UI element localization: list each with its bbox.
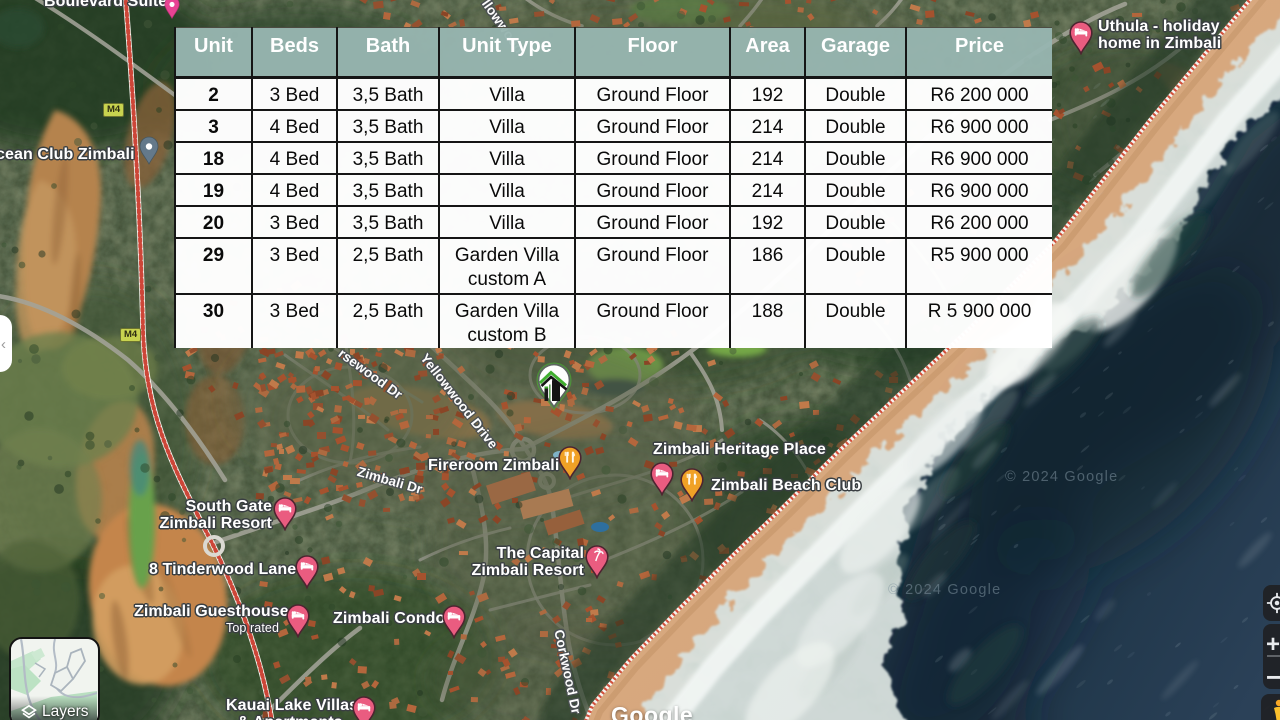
svg-text:© 2024 Google: © 2024 Google [888,582,1001,598]
svg-text:© 2024 Google: © 2024 Google [1005,469,1118,485]
